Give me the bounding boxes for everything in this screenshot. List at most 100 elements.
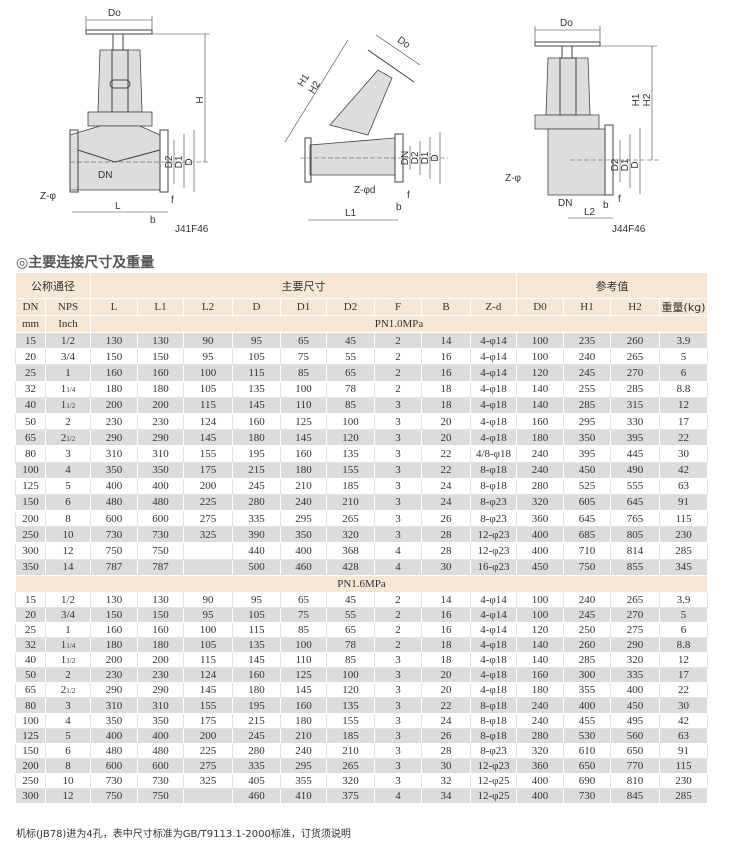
table-cell: 3 (374, 772, 422, 790)
table-cell: 150 (90, 348, 138, 366)
table-cell: 22 (659, 429, 708, 447)
table-cell: 105 (183, 380, 233, 398)
drawing-j41f46: Do H D2 D1 D DN Z-φ L b f J41F46 (40, 8, 210, 235)
svg-text:J41F46: J41F46 (175, 224, 209, 235)
svg-text:Do: Do (108, 8, 121, 19)
table-cell: 320 (610, 652, 660, 669)
table-cell: 770 (610, 757, 660, 774)
column-header: Z-d (470, 298, 517, 316)
header-nps-unit: Inch (45, 315, 91, 333)
table-cell: 65 (326, 621, 375, 639)
table-cell: 240 (563, 591, 611, 608)
table-cell: 750 (137, 788, 184, 805)
table-cell: 290 (90, 429, 138, 447)
table-cell: 4 (374, 558, 422, 576)
table-cell: 8-φ18 (470, 727, 517, 744)
table-cell: 18 (421, 380, 471, 398)
table-cell: 140 (516, 396, 564, 414)
table-cell: 3 (45, 445, 91, 463)
table-cell: 245 (232, 727, 281, 744)
table-cell: 8-φ18 (470, 697, 517, 714)
table-cell: 8.8 (659, 637, 708, 654)
table-cell: 320 (326, 526, 375, 544)
table-cell: 225 (183, 493, 233, 512)
column-header: B (421, 298, 471, 316)
table-cell: 180 (516, 682, 564, 699)
table-cell: 235 (563, 331, 611, 350)
table-cell: 78 (326, 380, 375, 398)
table-row: 65 21/2 290 290 145 180 145 120 3 20 4-φ18 180 350 39… (15, 429, 708, 447)
table-cell: 32 (15, 380, 46, 398)
table-cell: 560 (610, 727, 660, 744)
table-cell: 5 (659, 606, 708, 624)
table-cell: 5 (45, 477, 91, 495)
svg-text:DN: DN (558, 198, 572, 209)
table-cell: 125 (280, 412, 327, 431)
table-cell: 24 (421, 477, 471, 495)
table-cell: 295 (563, 412, 611, 431)
table-cell: 85 (280, 621, 327, 639)
table-cell: 12-φ23 (470, 542, 517, 560)
table-cell: 395 (563, 445, 611, 463)
table-cell: 320 (516, 742, 564, 759)
table-cell: 110 (280, 652, 327, 669)
table-row: 20 3/4 150 150 95 105 75 55 2 16 4-φ14 100 245 270 5 (15, 606, 708, 624)
table-cell: 100 (183, 621, 233, 639)
table-cell: 6 (659, 364, 708, 382)
table-cell: 3 (374, 682, 422, 699)
table-cell: 28 (421, 742, 471, 759)
table-cell: 115 (232, 364, 281, 382)
table-cell: 55 (326, 348, 375, 366)
table-cell: 22 (421, 445, 471, 463)
table-cell: 4-φ14 (470, 591, 517, 608)
table-cell: 12-φ23 (470, 526, 517, 544)
table-cell: 440 (232, 542, 281, 560)
table-cell: 95 (232, 591, 281, 608)
table-cell: 2 (374, 637, 422, 654)
table-cell: 275 (183, 510, 233, 528)
table-cell: 65 (280, 331, 327, 350)
table-cell: 20 (15, 606, 46, 624)
table-cell: 45 (326, 331, 375, 350)
table-cell: 290 (137, 429, 184, 447)
table-cell: 180 (516, 429, 564, 447)
table-cell: 3 (374, 461, 422, 479)
table-cell (183, 558, 233, 576)
table-cell: 400 (280, 542, 327, 560)
table-cell: 810 (610, 772, 660, 790)
table-cell: 300 (563, 667, 611, 684)
table-cell: 160 (90, 364, 138, 382)
column-header: D0 (516, 298, 564, 316)
table-cell: 28 (421, 542, 471, 560)
table-cell: 30 (659, 445, 708, 463)
table-cell: 3/4 (45, 348, 91, 366)
table-cell: 460 (280, 558, 327, 576)
table-cell: 185 (326, 727, 375, 744)
table-cell: 400 (137, 727, 184, 744)
table-cell: 200 (183, 477, 233, 495)
table-cell: 285 (563, 396, 611, 414)
table-cell: 350 (280, 526, 327, 544)
table-cell: 17 (659, 412, 708, 431)
table-cell: 375 (326, 788, 375, 805)
dimension-table: 公称通径 主要尺寸 参考值 DN NPS L L1 L2 D D1 D2 F B Z-d D0 H1… (15, 272, 708, 805)
table-cell: 280 (516, 477, 564, 495)
table-cell: 63 (659, 727, 708, 744)
table-cell: 200 (137, 652, 184, 669)
table-cell: 710 (563, 542, 611, 560)
pn16-label: PN1.6MPa (15, 574, 708, 593)
table-cell: 787 (90, 558, 138, 576)
table-cell: 300 (15, 542, 46, 560)
header-nps: NPS (45, 298, 91, 316)
table-cell: 14 (421, 591, 471, 608)
table-cell: 3 (374, 445, 422, 463)
table-cell: 805 (610, 526, 660, 544)
table-row: 100 4 350 350 175 215 180 155 3 24 8-φ18 240 455 495 4… (15, 712, 708, 729)
table-cell: 730 (137, 526, 184, 544)
table-cell: 15 (15, 591, 46, 608)
table-cell: 285 (563, 652, 611, 669)
table-cell: 210 (326, 742, 375, 759)
table-cell: 8 (45, 510, 91, 528)
table-cell: 85 (280, 364, 327, 382)
table-cell: 730 (137, 772, 184, 790)
